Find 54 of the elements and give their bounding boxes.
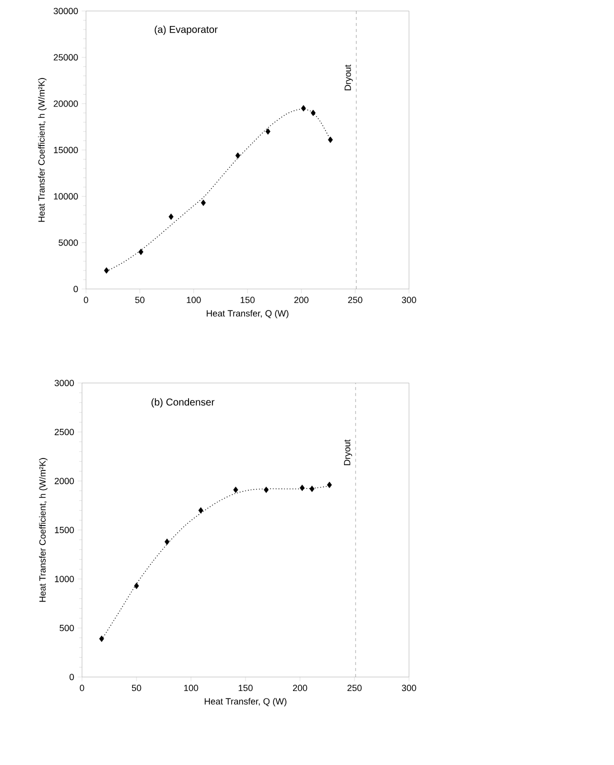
point [264,486,269,494]
x-axis-title: Heat Transfer, Q (W) [206,310,288,318]
y-tick-label: 2500 [54,428,74,436]
y-tick-label: 0 [70,674,74,680]
x-tick-label: 250 [347,684,362,692]
point [168,214,174,220]
point [301,105,306,112]
point [310,486,314,492]
y-tick-label: 500 [60,624,74,632]
text: (b) Condenser [152,398,214,408]
y-axis-title: Heat Transfer Coefficient, h (W/m²K) [38,78,46,222]
point [134,582,139,590]
point [266,128,270,135]
point [200,200,206,206]
y-tick-label: 2000 [54,478,74,484]
point [99,636,104,642]
y-tick-label: 1000 [54,576,74,582]
point [326,482,332,488]
x-tick-label: 100 [184,684,198,692]
x-tick-label: 300 [402,684,416,692]
x-tick-label: 100 [186,296,201,304]
ref-line-label: Dryout [344,64,353,90]
x-tick-label: 200 [294,296,308,304]
x-tick-label: 0 [84,296,88,304]
y-tick-label: 1500 [54,526,74,534]
x-tick-label: 150 [240,296,255,304]
y-tick-label: 15000 [54,146,78,154]
y-tick-label: 30000 [54,8,78,14]
x-tick-label: 300 [402,296,416,304]
x-tick-label: 250 [348,296,362,304]
point [164,538,170,545]
point [104,267,109,274]
y-tick-label: 20000 [54,100,78,107]
y-tick-label: 25000 [54,54,78,61]
point [235,152,240,159]
y-tick-label: 0 [74,286,78,292]
x-tick-label: 200 [292,684,308,692]
y-tick-label: 10000 [54,193,78,200]
point [138,248,144,256]
x-axis-title: Heat Transfer, Q (W) [204,698,286,706]
x-tick-label: 50 [132,684,142,692]
point [300,484,305,492]
y-tick-label: 3000 [54,380,74,386]
point [198,507,204,514]
x-tick-label: 50 [135,296,144,304]
point [328,136,333,143]
point [233,486,238,494]
y-tick-label: 5000 [58,239,78,246]
y-axis-title: Heat Transfer Coefficient, h (W/m²K) [39,458,48,602]
x-tick-label: 0 [80,684,84,692]
point [310,110,316,116]
text: (a) Evaporator [154,26,218,35]
ref-line-label: Dryout [344,440,352,466]
x-tick-label: 150 [238,684,253,692]
